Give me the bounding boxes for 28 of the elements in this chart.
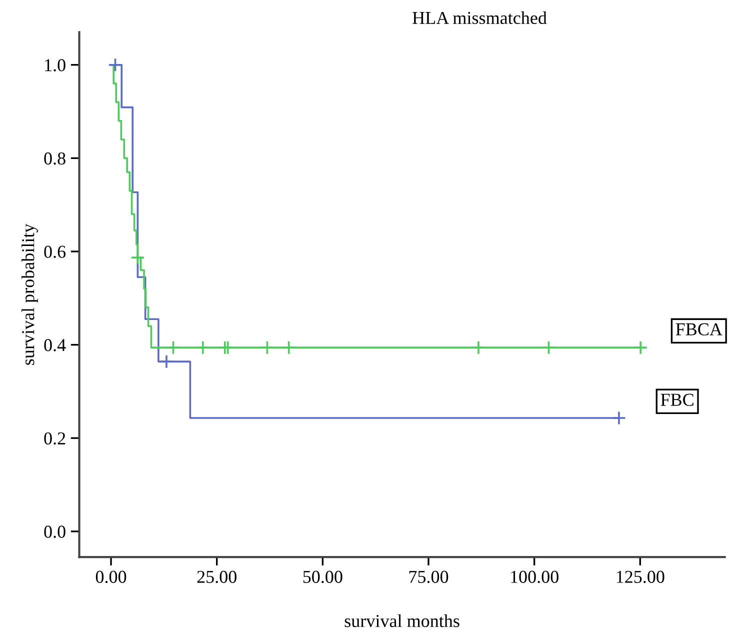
point [130, 250, 145, 265]
y-tick-label: 0.0 [44, 526, 66, 538]
chart-title: HLA missmatched [412, 11, 547, 24]
x-tick-label: 50.00 [303, 570, 342, 584]
y-tick-label: 1.0 [45, 59, 66, 72]
y-tick-label: 0.6 [44, 246, 66, 258]
x-tick-label: 75.00 [409, 570, 448, 584]
x-tick-label: 125.00 [616, 570, 664, 584]
y-tick-label: 0.2 [44, 432, 66, 445]
point [612, 410, 626, 426]
point [196, 340, 210, 355]
point [220, 340, 236, 355]
x-tick-label: 25.00 [197, 570, 236, 584]
point [282, 340, 296, 355]
point [633, 340, 648, 355]
y-axis-title: survival probability [22, 224, 38, 365]
point [159, 354, 174, 369]
point [166, 340, 180, 355]
point [260, 340, 274, 355]
x-tick-label: 0.00 [96, 570, 126, 584]
text: FBC [660, 394, 694, 406]
x-tick-label: 100.00 [511, 570, 558, 584]
point [542, 340, 556, 355]
x-axis-title: survival months [344, 614, 460, 628]
y-tick-label: 0.4 [44, 339, 66, 352]
y-tick-label: 0.8 [44, 152, 66, 165]
point [471, 340, 486, 355]
text: FBCA [676, 323, 722, 336]
